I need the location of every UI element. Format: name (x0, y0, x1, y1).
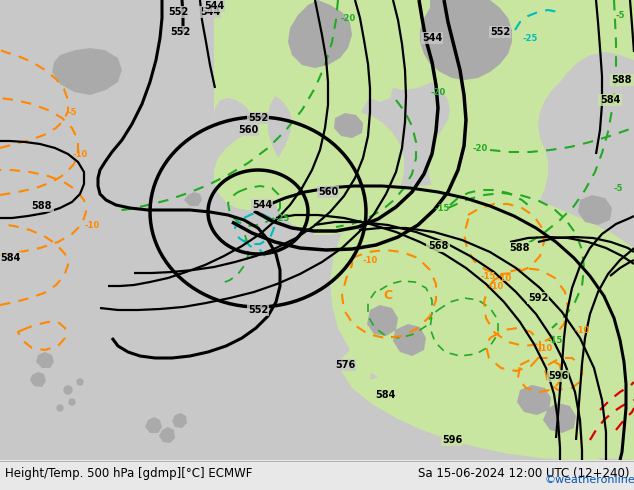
Text: 584: 584 (375, 390, 395, 400)
Text: 588: 588 (612, 75, 632, 85)
Text: 544: 544 (252, 200, 272, 210)
Text: 596: 596 (442, 435, 462, 445)
Text: -10: -10 (574, 325, 590, 335)
Polygon shape (292, 33, 320, 58)
Text: 588: 588 (510, 243, 530, 253)
Circle shape (77, 379, 83, 385)
Polygon shape (578, 195, 612, 225)
Circle shape (64, 386, 72, 394)
Text: 576: 576 (335, 360, 355, 370)
Polygon shape (393, 324, 426, 356)
Polygon shape (330, 185, 634, 460)
Polygon shape (332, 193, 508, 366)
Polygon shape (543, 403, 576, 433)
Text: -15: -15 (481, 271, 496, 280)
Polygon shape (272, 75, 295, 100)
Text: -10: -10 (84, 220, 100, 229)
Polygon shape (214, 0, 634, 233)
Text: Height/Temp. 500 hPa [gdmp][°C] ECMWF: Height/Temp. 500 hPa [gdmp][°C] ECMWF (5, 467, 252, 480)
Text: -10: -10 (488, 281, 503, 291)
Text: -15: -15 (434, 203, 450, 213)
Polygon shape (296, 8, 328, 38)
Text: Sa 15-06-2024 12:00 UTC (12+240): Sa 15-06-2024 12:00 UTC (12+240) (418, 467, 630, 480)
Text: 588: 588 (32, 201, 52, 211)
Polygon shape (342, 348, 600, 460)
Polygon shape (184, 192, 202, 206)
Polygon shape (334, 113, 363, 138)
Text: 552: 552 (168, 7, 188, 17)
Polygon shape (294, 112, 404, 235)
Text: -10: -10 (363, 255, 378, 265)
Text: -5: -5 (615, 10, 624, 20)
Text: -25: -25 (522, 33, 538, 43)
Polygon shape (52, 48, 122, 95)
Text: -15: -15 (547, 336, 563, 344)
Polygon shape (420, 0, 512, 80)
Text: 560: 560 (318, 187, 338, 197)
Text: -5: -5 (67, 107, 77, 117)
Text: -10: -10 (496, 273, 512, 283)
Circle shape (57, 405, 63, 411)
Text: C: C (384, 289, 392, 301)
Text: -20: -20 (430, 88, 446, 97)
Text: -25: -25 (275, 214, 290, 222)
Polygon shape (367, 305, 398, 336)
Polygon shape (30, 372, 46, 387)
Text: 552: 552 (248, 305, 268, 315)
Text: -10: -10 (72, 149, 87, 158)
Polygon shape (145, 417, 162, 433)
Text: 544: 544 (422, 33, 442, 43)
Text: 552: 552 (248, 113, 268, 123)
Text: 568: 568 (428, 241, 448, 251)
Polygon shape (364, 75, 393, 102)
Text: -10: -10 (538, 343, 553, 352)
Polygon shape (36, 352, 54, 368)
Text: 560: 560 (238, 125, 258, 135)
Text: 544: 544 (204, 1, 224, 11)
Polygon shape (52, 48, 122, 95)
Text: 544: 544 (200, 7, 220, 17)
Text: 584: 584 (0, 253, 20, 263)
Polygon shape (288, 0, 352, 68)
Text: 596: 596 (548, 371, 568, 381)
Text: -5: -5 (613, 183, 623, 193)
Text: 584: 584 (600, 95, 620, 105)
Text: -20: -20 (472, 144, 488, 152)
Circle shape (69, 399, 75, 405)
Polygon shape (362, 0, 458, 90)
Text: 552: 552 (490, 27, 510, 37)
Text: -20: -20 (340, 14, 356, 23)
Polygon shape (517, 385, 551, 415)
Text: 592: 592 (528, 293, 548, 303)
Text: 552: 552 (170, 27, 190, 37)
Polygon shape (159, 427, 175, 443)
Text: ©weatheronline.co.uk: ©weatheronline.co.uk (544, 475, 634, 485)
Polygon shape (172, 413, 187, 428)
Polygon shape (288, 0, 352, 68)
